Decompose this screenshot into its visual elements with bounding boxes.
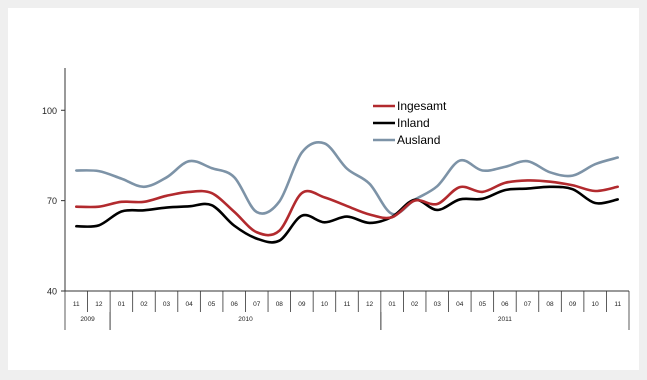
x-month-label: 06 [231, 301, 239, 308]
y-tick-label: 40 [47, 287, 57, 297]
x-month-label: 12 [95, 301, 103, 308]
legend-label-ausland: Ausland [397, 133, 440, 147]
x-year-label: 2010 [238, 316, 253, 323]
x-year-label: 2011 [498, 316, 512, 323]
series-line-ausland [74, 141, 620, 216]
x-month-label: 11 [614, 301, 621, 308]
chart-panel: 40 70 100 11 12 01 02 03 04 05 06 07 08 09 10 11 12 01 02 0… [8, 8, 639, 370]
x-month-label: 04 [456, 301, 464, 308]
x-month-label: 11 [344, 301, 351, 308]
x-month-label: 07 [524, 301, 532, 308]
x-month-label: 10 [592, 301, 600, 308]
x-month-label: 02 [411, 301, 419, 308]
x-month-label: 09 [569, 301, 577, 308]
x-year-label: 2009 [80, 316, 95, 323]
legend-label-inland: Inland [397, 116, 430, 130]
legend-label-ingesamt: Ingesamt [397, 99, 447, 113]
x-month-label: 05 [479, 301, 487, 308]
x-month-label: 03 [434, 301, 442, 308]
x-month-label: 10 [321, 301, 329, 308]
x-month-label: 09 [298, 301, 306, 308]
x-month-label: 05 [208, 301, 216, 308]
x-month-label: 12 [366, 301, 374, 308]
x-month-label: 01 [389, 301, 397, 308]
y-tick-label: 70 [47, 196, 57, 206]
x-month-label: 11 [73, 301, 80, 308]
x-month-label: 06 [501, 301, 509, 308]
x-month-label: 01 [118, 301, 126, 308]
x-month-label: 08 [276, 301, 284, 308]
x-month-label: 07 [253, 301, 261, 308]
series-line-ingesamt [74, 179, 620, 237]
x-month-label: 03 [163, 301, 171, 308]
x-month-label: 08 [546, 301, 554, 308]
line-chart: 40 70 100 11 12 01 02 03 04 05 06 07 08 09 10 11 12 01 02 0… [42, 68, 630, 330]
series-line-inland [74, 185, 620, 244]
x-month-label: 02 [140, 301, 148, 308]
x-month-label: 04 [185, 301, 193, 308]
y-tick-label: 100 [42, 106, 57, 116]
